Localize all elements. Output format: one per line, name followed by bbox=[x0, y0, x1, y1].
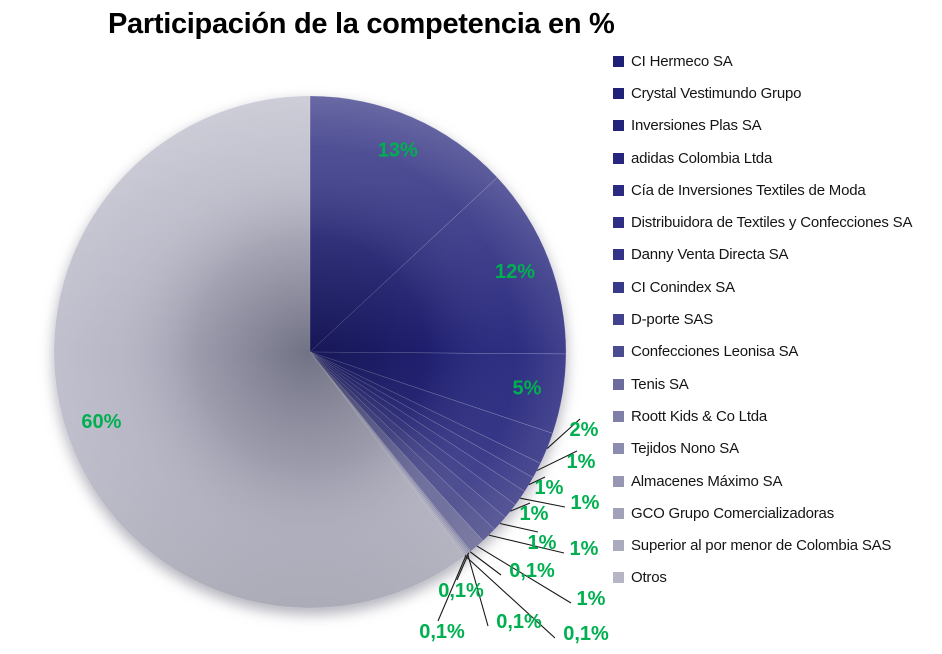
legend-color-swatch-icon bbox=[613, 55, 624, 67]
label-leader-line bbox=[499, 522, 539, 533]
legend-item-label: Inversiones Plas SA bbox=[631, 117, 762, 135]
pie-data-label: 1% bbox=[571, 492, 600, 514]
legend-item: Confecciones Leonisa SA bbox=[613, 336, 912, 368]
legend-item: Cía de Inversiones Textiles de Moda bbox=[613, 174, 912, 206]
legend-item-label: adidas Colombia Ltda bbox=[631, 149, 773, 167]
legend-item-label: Superior al por menor de Colombia SAS bbox=[631, 537, 892, 555]
legend-item: Superior al por menor de Colombia SAS bbox=[613, 529, 912, 561]
label-leader-line bbox=[488, 534, 565, 554]
legend-item: Danny Venta Directa SA bbox=[613, 239, 912, 271]
legend-item-label: Cía de Inversiones Textiles de Moda bbox=[631, 181, 866, 199]
label-leader-line bbox=[464, 555, 556, 639]
legend-item-label: Otros bbox=[631, 569, 667, 587]
label-leader-line bbox=[437, 554, 467, 622]
legend-item-label: GCO Grupo Comercializadoras bbox=[631, 504, 835, 522]
legend-item: D-porte SAS bbox=[613, 303, 912, 335]
pie-data-label: 1% bbox=[535, 477, 564, 499]
legend-color-swatch-icon bbox=[613, 475, 624, 487]
legend-color-swatch-icon bbox=[613, 410, 624, 422]
legend-color-swatch-icon bbox=[613, 249, 624, 261]
legend-item: Tenis SA bbox=[613, 368, 912, 400]
legend-color-swatch-icon bbox=[613, 443, 624, 455]
legend-item-label: Tejidos Nono SA bbox=[631, 440, 739, 458]
chart-title: Participación de la competencia en % bbox=[108, 8, 615, 40]
legend-item: Distribuidora de Textiles y Confecciones… bbox=[613, 206, 912, 238]
legend-item: adidas Colombia Ltda bbox=[613, 142, 912, 174]
pie-data-label: 13% bbox=[378, 139, 418, 161]
label-leader-line bbox=[528, 476, 546, 486]
pie-data-label: 2% bbox=[570, 419, 599, 441]
label-leader-line bbox=[476, 545, 572, 604]
legend-color-swatch-icon bbox=[613, 120, 624, 132]
legend-item: Otros bbox=[613, 562, 912, 594]
legend-item-label: Danny Venta Directa SA bbox=[631, 246, 789, 264]
pie-data-label: 0,1% bbox=[509, 560, 555, 582]
label-leader-line bbox=[546, 418, 581, 449]
pie-data-label: 1% bbox=[528, 532, 557, 554]
legend-item-label: Tenis SA bbox=[631, 375, 689, 393]
pie-data-label: 1% bbox=[567, 451, 596, 473]
legend-item-label: Distribuidora de Textiles y Confecciones… bbox=[631, 214, 913, 232]
legend-item-label: Crystal Vestimundo Grupo bbox=[631, 84, 802, 102]
legend-color-swatch-icon bbox=[613, 281, 624, 293]
legend-item: CI Hermeco SA bbox=[613, 45, 912, 77]
legend-item: Tejidos Nono SA bbox=[613, 433, 912, 465]
legend-item: Almacenes Máximo SA bbox=[613, 465, 912, 497]
legend-color-swatch-icon bbox=[613, 184, 624, 196]
legend-color-swatch-icon bbox=[613, 346, 624, 358]
legend-item-label: Confecciones Leonisa SA bbox=[631, 343, 799, 361]
legend-item-label: Roott Kids & Co Ltda bbox=[631, 407, 768, 425]
label-leader-line bbox=[469, 551, 502, 576]
legend-color-swatch-icon bbox=[613, 152, 624, 164]
label-leader-line bbox=[536, 450, 578, 472]
legend: CI Hermeco SA Crystal Vestimundo Grupo Inv… bbox=[613, 45, 912, 594]
legend-item: GCO Grupo Comercializadoras bbox=[613, 497, 912, 529]
legend-item-label: CI Hermeco SA bbox=[631, 52, 733, 70]
legend-item: Inversiones Plas SA bbox=[613, 110, 912, 142]
legend-color-swatch-icon bbox=[613, 507, 624, 519]
legend-color-swatch-icon bbox=[613, 540, 624, 552]
pie-data-label: 60% bbox=[81, 411, 121, 433]
pie-data-label: 1% bbox=[577, 588, 606, 610]
legend-color-swatch-icon bbox=[613, 314, 624, 326]
pie-data-label: 12% bbox=[495, 261, 535, 283]
legend-item-label: D-porte SAS bbox=[631, 311, 713, 329]
pie-data-label: 5% bbox=[513, 377, 542, 399]
legend-color-swatch-icon bbox=[613, 217, 624, 229]
legend-item-label: Almacenes Máximo SA bbox=[631, 472, 783, 490]
legend-item: CI Conindex SA bbox=[613, 271, 912, 303]
legend-color-swatch-icon bbox=[613, 572, 624, 584]
legend-item-label: CI Conindex SA bbox=[631, 278, 735, 296]
legend-item: Roott Kids & Co Ltda bbox=[613, 400, 912, 432]
label-leader-line bbox=[510, 502, 531, 512]
pie-data-label: 0,1% bbox=[438, 580, 484, 602]
legend-color-swatch-icon bbox=[613, 378, 624, 390]
pie-data-label: 0,1% bbox=[563, 623, 609, 645]
label-leader-line bbox=[467, 553, 489, 627]
pie-data-label: 0,1% bbox=[496, 611, 542, 633]
legend-color-swatch-icon bbox=[613, 87, 624, 99]
pie-data-label: 0,1% bbox=[419, 621, 465, 643]
label-leader-line bbox=[520, 497, 566, 508]
pie-data-label: 1% bbox=[520, 503, 549, 525]
pie-data-label: 1% bbox=[570, 538, 599, 560]
legend-item: Crystal Vestimundo Grupo bbox=[613, 77, 912, 109]
